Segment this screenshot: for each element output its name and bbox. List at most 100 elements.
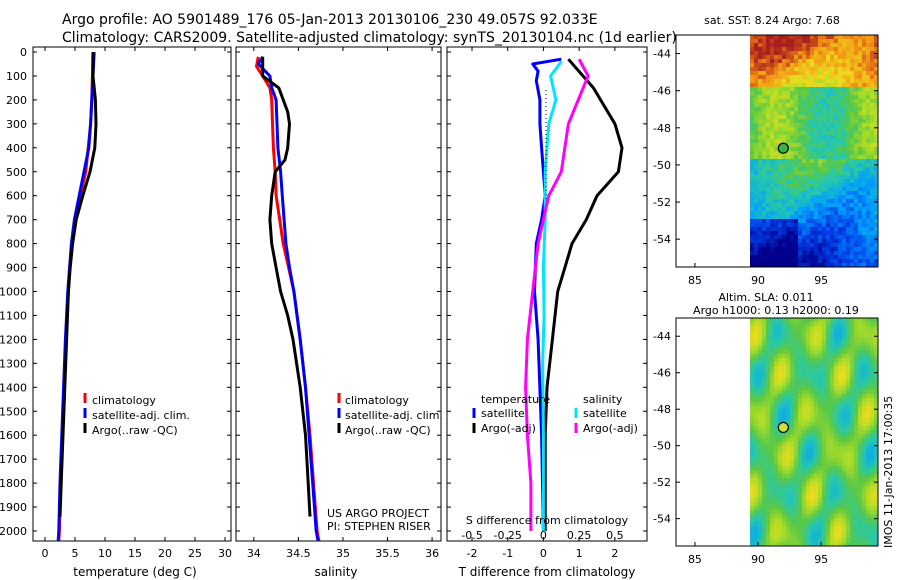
sla-cell xyxy=(842,462,846,466)
sla-cell xyxy=(814,474,818,478)
sst-cell xyxy=(818,231,822,235)
sst-cell xyxy=(766,103,770,107)
sst-cell xyxy=(830,75,834,79)
sla-cell xyxy=(814,330,818,334)
sst-cell xyxy=(774,67,778,71)
sst-cell xyxy=(818,71,822,75)
sla-cell xyxy=(858,390,862,394)
sla-cell xyxy=(806,370,810,374)
sst-cell xyxy=(866,135,870,139)
sst-cell xyxy=(778,35,782,39)
sla-cell xyxy=(762,450,766,454)
sst-cell xyxy=(830,159,834,163)
sst-cell xyxy=(866,235,870,239)
sst-cell xyxy=(782,111,786,115)
sst-cell xyxy=(850,187,854,191)
sst-cell xyxy=(818,119,822,123)
sla-cell xyxy=(862,502,866,506)
sst-cell xyxy=(762,151,766,155)
sst-cell xyxy=(846,183,850,187)
sst-cell xyxy=(874,151,878,155)
sla-cell xyxy=(814,410,818,414)
sla-cell xyxy=(822,374,826,378)
difference-plot-frame xyxy=(446,46,648,542)
sst-cell xyxy=(870,119,874,123)
sst-cell xyxy=(770,63,774,67)
sla-cell xyxy=(754,502,758,506)
sla-cell xyxy=(874,326,878,330)
sla-cell xyxy=(810,350,814,354)
lat-tick-label: -44 xyxy=(653,48,671,61)
sst-cell xyxy=(754,43,758,47)
sst-cell xyxy=(762,179,766,183)
sst-cell xyxy=(874,195,878,199)
sla-cell xyxy=(782,318,786,322)
sst-cell xyxy=(822,167,826,171)
sla-cell xyxy=(854,322,858,326)
sla-cell xyxy=(790,358,794,362)
sla-cell xyxy=(814,414,818,418)
sla-cell xyxy=(794,358,798,362)
sla-cell xyxy=(786,326,790,330)
sla-cell xyxy=(814,502,818,506)
sst-cell xyxy=(778,135,782,139)
sla-cell xyxy=(802,430,806,434)
sst-cell xyxy=(870,175,874,179)
sst-cell xyxy=(866,211,870,215)
sla-cell xyxy=(774,486,778,490)
sst-cell xyxy=(790,135,794,139)
sst-cell xyxy=(786,203,790,207)
sst-cell xyxy=(834,163,838,167)
sst-cell xyxy=(830,99,834,103)
sst-cell xyxy=(794,175,798,179)
sst-cell xyxy=(862,211,866,215)
sla-cell xyxy=(806,330,810,334)
sst-cell xyxy=(762,51,766,55)
sst-cell xyxy=(874,243,878,247)
sla-cell xyxy=(806,518,810,522)
sla-cell xyxy=(854,414,858,418)
sst-cell xyxy=(806,47,810,51)
sla-cell xyxy=(798,470,802,474)
sla-cell xyxy=(818,374,822,378)
sla-cell xyxy=(762,506,766,510)
sla-cell xyxy=(818,338,822,342)
sst-cell xyxy=(826,247,830,251)
sst-cell xyxy=(782,91,786,95)
sla-cell xyxy=(822,526,826,530)
sst-cell xyxy=(770,47,774,51)
sst-cell xyxy=(858,211,862,215)
sst-cell xyxy=(778,251,782,255)
sla-cell xyxy=(854,366,858,370)
sla-cell xyxy=(814,534,818,538)
sst-cell xyxy=(806,259,810,263)
sla-cell xyxy=(762,498,766,502)
sst-cell xyxy=(834,35,838,39)
sst-cell xyxy=(750,195,754,199)
sla-cell xyxy=(802,498,806,502)
sst-cell xyxy=(798,119,802,123)
sla-cell xyxy=(810,466,814,470)
sst-cell xyxy=(790,43,794,47)
sst-cell xyxy=(802,179,806,183)
sst-cell xyxy=(750,71,754,75)
sst-cell xyxy=(866,187,870,191)
sst-cell xyxy=(798,151,802,155)
sla-cell xyxy=(766,426,770,430)
sst-cell xyxy=(826,87,830,91)
sst-cell xyxy=(846,99,850,103)
sst-cell xyxy=(866,171,870,175)
sst-cell xyxy=(826,123,830,127)
sla-cell xyxy=(854,486,858,490)
sla-cell xyxy=(874,430,878,434)
sla-cell xyxy=(826,430,830,434)
sla-cell xyxy=(830,354,834,358)
sla-cell xyxy=(786,382,790,386)
sla-cell xyxy=(850,374,854,378)
sla-cell xyxy=(758,470,762,474)
sla-cell xyxy=(818,514,822,518)
sst-cell xyxy=(762,175,766,179)
sla-cell xyxy=(854,358,858,362)
lat-tick-label: -50 xyxy=(653,159,671,172)
x-tick-label: 35.5 xyxy=(375,547,400,560)
